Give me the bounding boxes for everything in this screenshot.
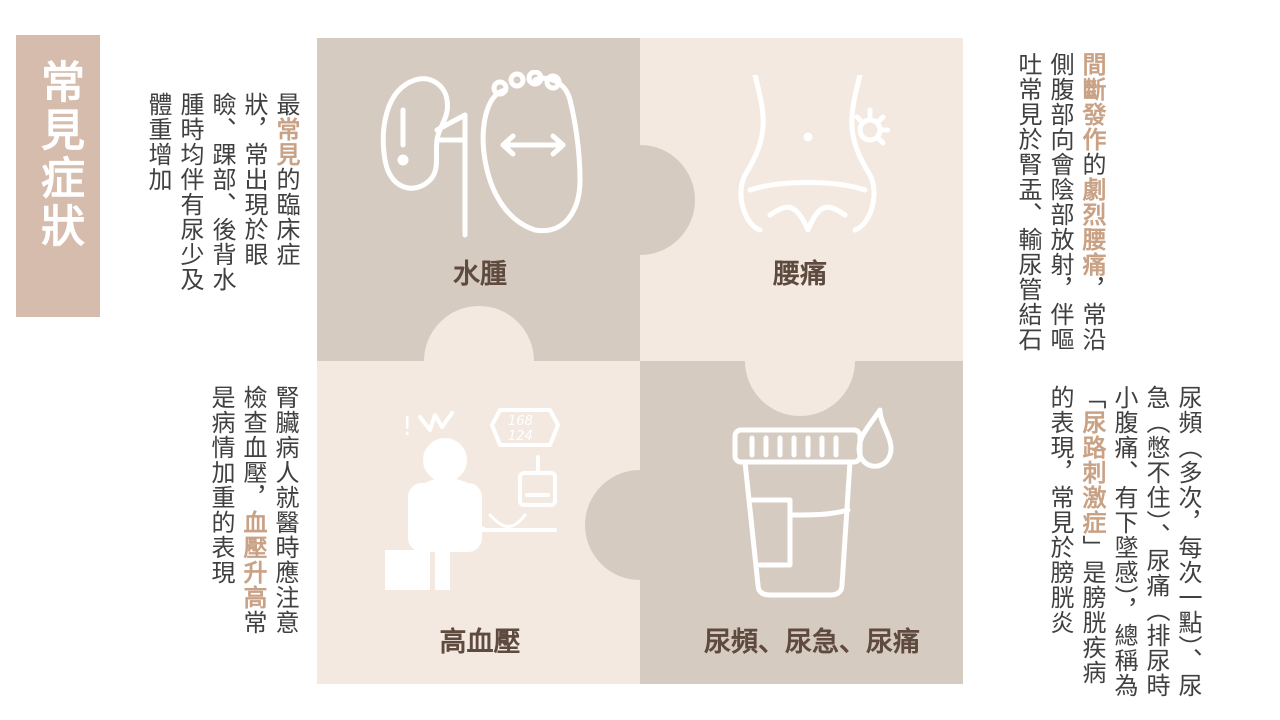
edema-description: 最常見的臨床症狀，常出現於眼瞼、踝部、後背水腫時均伴有尿少及體重增加 — [144, 92, 300, 292]
kidney-foot-swelling-icon — [380, 70, 583, 238]
tab-back-pain-bottom — [745, 306, 855, 416]
title-box: 常見症狀 — [16, 35, 100, 317]
tile-label-back-pain: 腰痛 — [773, 259, 827, 290]
tab-edema-right — [585, 145, 695, 255]
svg-text:!: ! — [402, 412, 412, 442]
bp-bottom-value: 124 — [508, 429, 533, 444]
tile-label-hypertension: 高血壓 — [439, 627, 521, 658]
bp-top-value: 168 — [508, 414, 533, 429]
hypertension-description: 腎臟病人就醫時應注意檢查血壓，血壓升高常是病情加重的表現 — [207, 385, 299, 635]
urine-cup-icon — [732, 407, 894, 598]
blood-pressure-measure-icon: ! 168 124 — [385, 408, 560, 590]
urinary-description: 尿頻（多次，每次一點）、尿急（憋不住）、尿痛（排尿時小腹痛、有下墜感），總稱為「… — [1046, 385, 1202, 698]
tile-label-edema: 水腫 — [453, 259, 507, 290]
tab-hypertension-top — [424, 306, 534, 416]
page-title: 常見症狀 — [33, 59, 84, 251]
back-pain-description: 間斷發作的劇烈腰痛，常沿側腹部向會陰部放射，伴嘔吐常見於腎盂、輸尿管結石 — [1014, 52, 1106, 352]
tile-label-urinary: 尿頻、尿急、尿痛 — [704, 627, 920, 658]
waist-pain-icon — [738, 75, 890, 233]
tab-urinary-left — [585, 470, 695, 580]
